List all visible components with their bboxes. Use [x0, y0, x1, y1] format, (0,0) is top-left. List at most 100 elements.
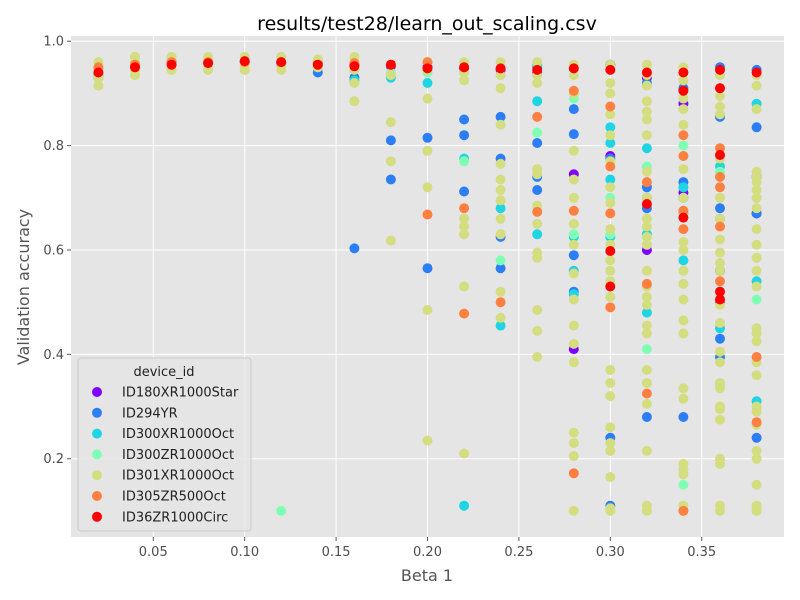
data-point: [568, 205, 579, 216]
data-point: [532, 127, 543, 138]
data-point: [385, 70, 396, 81]
data-point: [751, 336, 762, 347]
data-point: [605, 365, 616, 375]
data-point: [715, 150, 725, 160]
data-point: [751, 445, 762, 456]
data-point: [641, 291, 652, 302]
data-point: [641, 96, 652, 107]
data-point: [715, 276, 725, 287]
data-point: [605, 255, 616, 266]
data-point: [715, 458, 725, 469]
data-point: [349, 78, 360, 88]
data-point: [532, 111, 543, 122]
data-point: [532, 305, 543, 315]
data-point: [459, 213, 470, 224]
data-point: [678, 383, 689, 394]
legend-marker: [92, 491, 102, 501]
data-point: [532, 185, 543, 195]
data-point: [605, 445, 616, 456]
data-point: [751, 370, 762, 381]
data-point: [715, 383, 725, 394]
data-point: [751, 294, 762, 305]
data-point: [751, 104, 762, 115]
data-point: [495, 111, 506, 122]
data-point: [641, 307, 652, 318]
data-point: [605, 101, 616, 112]
data-point: [568, 438, 579, 449]
data-point: [385, 59, 396, 70]
legend-marker: [92, 470, 102, 481]
data-point: [495, 195, 506, 206]
data-point: [568, 427, 579, 438]
data-point: [532, 138, 543, 148]
data-points: [93, 51, 762, 516]
series-ID36ZR1000Circ: [93, 56, 762, 305]
data-point: [568, 218, 579, 229]
data-point: [641, 166, 652, 177]
data-point: [605, 138, 616, 148]
data-point: [715, 221, 725, 232]
legend-entry: ID300ZR1000Oct: [92, 448, 234, 463]
data-point: [605, 208, 616, 219]
data-point: [641, 344, 652, 355]
data-point: [751, 406, 762, 417]
data-point: [751, 185, 762, 195]
data-point: [605, 174, 616, 185]
x-axis-label: Beta 1: [401, 566, 453, 585]
data-point: [641, 388, 652, 399]
data-point: [641, 445, 652, 456]
legend-marker: [92, 511, 102, 522]
data-point: [715, 171, 725, 182]
data-point: [532, 206, 543, 217]
data-point: [459, 229, 470, 240]
legend-box: [77, 357, 252, 532]
data-point: [495, 297, 506, 308]
data-point: [568, 250, 579, 261]
data-point: [605, 161, 616, 172]
data-point: [605, 130, 616, 141]
data-point: [641, 106, 652, 117]
data-point: [532, 169, 543, 180]
data-point: [641, 378, 652, 388]
data-point: [751, 432, 762, 443]
data-point: [422, 209, 433, 220]
data-point: [568, 505, 579, 516]
data-point: [678, 140, 689, 151]
data-point: [276, 57, 287, 68]
data-point: [385, 235, 396, 246]
legend-label: ID36ZR1000Circ: [122, 510, 228, 525]
data-point: [641, 114, 652, 125]
data-point: [751, 224, 762, 235]
data-point: [641, 505, 652, 516]
data-point: [751, 177, 762, 188]
data-point: [605, 391, 616, 402]
y-axis-ticks: 0.2 0.4 0.6 0.8 1.0: [43, 35, 71, 467]
data-point: [568, 63, 579, 74]
data-point: [239, 64, 250, 75]
data-point: [568, 104, 579, 115]
data-point: [605, 505, 616, 516]
data-point: [715, 286, 725, 297]
data-point: [605, 438, 616, 449]
data-point: [495, 185, 506, 195]
data-point: [568, 357, 579, 368]
x-tick-label: 0.20: [413, 545, 442, 560]
data-point: [641, 320, 652, 331]
data-point: [678, 212, 689, 223]
data-point: [459, 186, 470, 197]
data-point: [203, 58, 214, 69]
data-point: [715, 203, 725, 214]
data-point: [385, 156, 396, 167]
data-point: [532, 57, 543, 68]
data-point: [385, 174, 396, 185]
data-point: [641, 278, 652, 289]
data-point: [751, 203, 762, 214]
data-point: [532, 78, 543, 88]
data-point: [495, 255, 506, 266]
data-point: [715, 182, 725, 193]
data-point: [459, 203, 470, 214]
data-point: [678, 315, 689, 326]
legend-entry: ID36ZR1000Circ: [92, 510, 228, 525]
data-point: [715, 318, 725, 328]
data-point: [605, 472, 616, 482]
